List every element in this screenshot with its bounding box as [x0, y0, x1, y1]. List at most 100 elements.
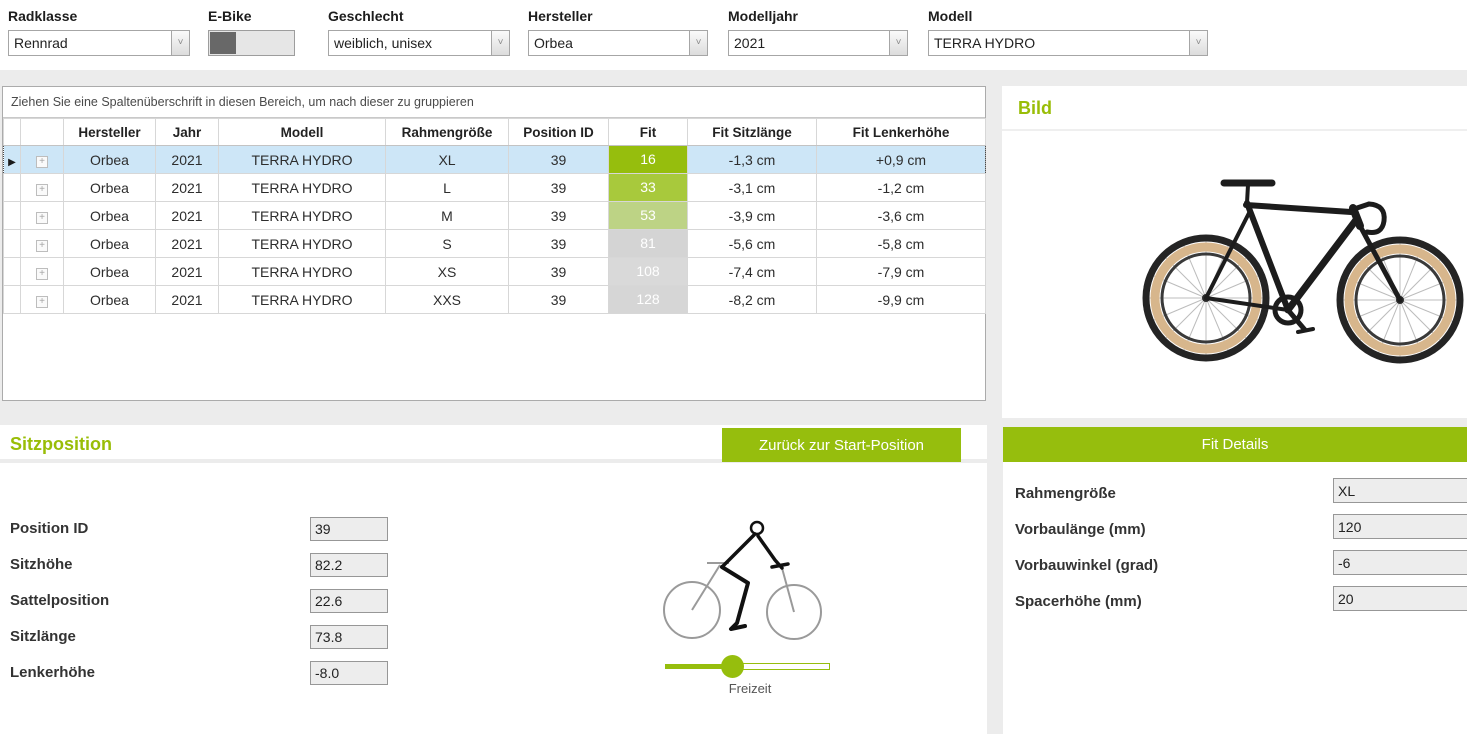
cell-rahmengroesse[interactable]: L	[385, 173, 509, 202]
ebike-toggle-knob[interactable]	[210, 32, 236, 54]
field-label-sitzlaenge: Sitzlänge	[10, 628, 76, 645]
row-indicator	[3, 257, 21, 286]
cell-rahmengroesse[interactable]: M	[385, 201, 509, 230]
chevron-down-icon[interactable]: ˅	[171, 31, 189, 55]
cell-modell[interactable]: TERRA HYDRO	[218, 145, 386, 174]
expand-icon[interactable]: +	[36, 296, 48, 308]
col-fit-sitzlaenge[interactable]: Fit Sitzlänge	[687, 118, 817, 146]
chevron-down-icon[interactable]: ˅	[689, 31, 707, 55]
cell-fit[interactable]: 128	[608, 285, 688, 314]
spacerhoehe-input[interactable]	[1333, 586, 1467, 611]
cell-fit[interactable]: 53	[608, 201, 688, 230]
cell-hersteller[interactable]: Orbea	[63, 201, 156, 230]
cell-position-id[interactable]: 39	[508, 257, 609, 286]
cell-hersteller[interactable]: Orbea	[63, 145, 156, 174]
sattelposition-input[interactable]	[310, 589, 388, 613]
row-indicator: ▶	[3, 145, 21, 174]
cell-fit[interactable]: 81	[608, 229, 688, 258]
hersteller-select[interactable]: Orbea ˅	[528, 30, 708, 56]
cell-fit-lenkerhoehe[interactable]: -7,9 cm	[816, 257, 986, 286]
cell-fit-lenkerhoehe[interactable]: -5,8 cm	[816, 229, 986, 258]
cell-position-id[interactable]: 39	[508, 145, 609, 174]
cell-fit-lenkerhoehe[interactable]: +0,9 cm	[816, 145, 986, 174]
ebike-toggle[interactable]	[208, 30, 295, 56]
cell-modell[interactable]: TERRA HYDRO	[218, 229, 386, 258]
modelljahr-select[interactable]: 2021 ˅	[728, 30, 908, 56]
cell-modell[interactable]: TERRA HYDRO	[218, 173, 386, 202]
cell-rahmengroesse[interactable]: XS	[385, 257, 509, 286]
cell-rahmengroesse[interactable]: XL	[385, 145, 509, 174]
cell-jahr[interactable]: 2021	[155, 229, 219, 258]
cell-position-id[interactable]: 39	[508, 173, 609, 202]
cell-jahr[interactable]: 2021	[155, 201, 219, 230]
modell-select[interactable]: TERRA HYDRO ˅	[928, 30, 1208, 56]
cell-hersteller[interactable]: Orbea	[63, 285, 156, 314]
cell-fit-lenkerhoehe[interactable]: -3,6 cm	[816, 201, 986, 230]
table-row[interactable]: + Orbea 2021 TERRA HYDRO L 39 33 -3,1 cm…	[3, 173, 986, 202]
radklasse-select[interactable]: Rennrad ˅	[8, 30, 190, 56]
lenkerhoehe-input[interactable]	[310, 661, 388, 685]
cell-fit-sitzlaenge[interactable]: -3,9 cm	[687, 201, 817, 230]
table-row[interactable]: + Orbea 2021 TERRA HYDRO M 39 53 -3,9 cm…	[3, 201, 986, 230]
col-fit-lenkerhoehe[interactable]: Fit Lenkerhöhe	[816, 118, 986, 146]
expand-icon[interactable]: +	[36, 184, 48, 196]
expand-icon[interactable]: +	[36, 212, 48, 224]
cell-jahr[interactable]: 2021	[155, 173, 219, 202]
cell-fit-sitzlaenge[interactable]: -1,3 cm	[687, 145, 817, 174]
col-fit[interactable]: Fit	[608, 118, 688, 146]
cell-hersteller[interactable]: Orbea	[63, 173, 156, 202]
reset-position-button[interactable]: Zurück zur Start-Position	[722, 428, 961, 462]
slider-thumb[interactable]	[721, 655, 744, 678]
expand-icon[interactable]: +	[36, 156, 48, 168]
cell-position-id[interactable]: 39	[508, 229, 609, 258]
expand-cell: +	[20, 285, 64, 314]
sitzlaenge-input[interactable]	[310, 625, 388, 649]
chevron-down-icon[interactable]: ˅	[491, 31, 509, 55]
cell-fit-sitzlaenge[interactable]: -3,1 cm	[687, 173, 817, 202]
slider-track-filled[interactable]	[665, 664, 725, 669]
cell-fit-lenkerhoehe[interactable]: -1,2 cm	[816, 173, 986, 202]
position-id-input[interactable]	[310, 517, 388, 541]
rahmengroesse-input[interactable]	[1333, 478, 1467, 503]
cell-fit-sitzlaenge[interactable]: -5,6 cm	[687, 229, 817, 258]
cell-fit-sitzlaenge[interactable]: -7,4 cm	[687, 257, 817, 286]
cell-modell[interactable]: TERRA HYDRO	[218, 285, 386, 314]
fit-score-badge: 128	[609, 286, 687, 313]
geschlecht-select[interactable]: weiblich, unisex ˅	[328, 30, 510, 56]
sitzhoehe-input[interactable]	[310, 553, 388, 577]
cell-jahr[interactable]: 2021	[155, 285, 219, 314]
col-rahmengroesse[interactable]: Rahmengröße	[385, 118, 509, 146]
cell-hersteller[interactable]: Orbea	[63, 229, 156, 258]
cell-rahmengroesse[interactable]: XXS	[385, 285, 509, 314]
table-row[interactable]: + Orbea 2021 TERRA HYDRO XXS 39 128 -8,2…	[3, 285, 986, 314]
cell-position-id[interactable]: 39	[508, 285, 609, 314]
col-hersteller[interactable]: Hersteller	[63, 118, 156, 146]
cell-fit-lenkerhoehe[interactable]: -9,9 cm	[816, 285, 986, 314]
chevron-down-icon[interactable]: ˅	[1189, 31, 1207, 55]
row-indicator	[3, 201, 21, 230]
chevron-down-icon[interactable]: ˅	[889, 31, 907, 55]
cell-modell[interactable]: TERRA HYDRO	[218, 201, 386, 230]
cell-fit[interactable]: 33	[608, 173, 688, 202]
vorbauwinkel-input[interactable]	[1333, 550, 1467, 575]
cell-jahr[interactable]: 2021	[155, 257, 219, 286]
cell-hersteller[interactable]: Orbea	[63, 257, 156, 286]
row-indicator	[3, 229, 21, 258]
col-modell[interactable]: Modell	[218, 118, 386, 146]
table-row[interactable]: + Orbea 2021 TERRA HYDRO XS 39 108 -7,4 …	[3, 257, 986, 286]
expand-icon[interactable]: +	[36, 268, 48, 280]
col-position-id[interactable]: Position ID	[508, 118, 609, 146]
cell-rahmengroesse[interactable]: S	[385, 229, 509, 258]
vorbaulaenge-input[interactable]	[1333, 514, 1467, 539]
table-row[interactable]: + Orbea 2021 TERRA HYDRO S 39 81 -5,6 cm…	[3, 229, 986, 258]
cell-modell[interactable]: TERRA HYDRO	[218, 257, 386, 286]
col-jahr[interactable]: Jahr	[155, 118, 219, 146]
cell-fit[interactable]: 16	[608, 145, 688, 174]
cell-position-id[interactable]: 39	[508, 201, 609, 230]
cell-jahr[interactable]: 2021	[155, 145, 219, 174]
table-row[interactable]: ▶ + Orbea 2021 TERRA HYDRO XL 39 16 -1,3…	[3, 145, 986, 174]
expand-icon[interactable]: +	[36, 240, 48, 252]
cell-fit[interactable]: 108	[608, 257, 688, 286]
cell-fit-sitzlaenge[interactable]: -8,2 cm	[687, 285, 817, 314]
group-by-zone[interactable]: Ziehen Sie eine Spaltenüberschrift in di…	[3, 87, 985, 118]
